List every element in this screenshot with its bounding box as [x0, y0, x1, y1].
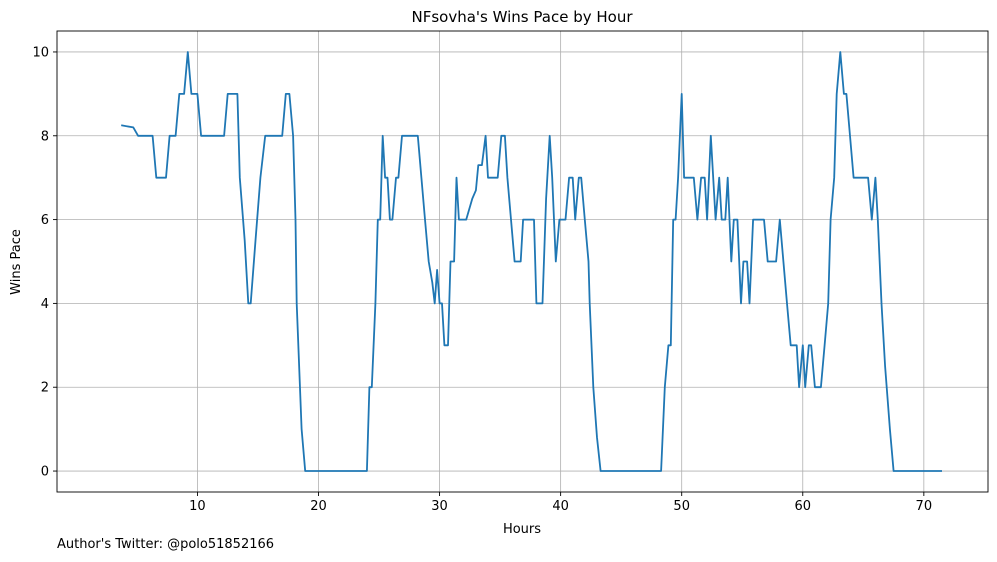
y-tick-label: 0 [41, 465, 49, 480]
y-tick-label: 6 [41, 213, 49, 228]
x-axis-label: Hours [503, 522, 541, 537]
y-tick-label: 10 [32, 45, 49, 60]
x-tick-label: 70 [916, 499, 933, 514]
grid-lines [57, 31, 988, 492]
author-credit: Author's Twitter: @polo51852166 [57, 537, 275, 552]
chart-title: NFsovha's Wins Pace by Hour [412, 8, 634, 26]
plot-frame [56, 30, 989, 493]
y-tick-label: 2 [41, 381, 49, 396]
y-axis-label: Wins Pace [9, 229, 24, 295]
x-tick-label: 60 [794, 499, 811, 514]
y-tick-label: 8 [41, 129, 49, 144]
x-tick-label: 50 [673, 499, 690, 514]
x-tick-label: 10 [189, 499, 206, 514]
x-tick-label: 40 [552, 499, 569, 514]
axes: 10 20 30 40 50 60 70 0 2 4 6 8 10 [32, 30, 989, 514]
x-tick-label: 30 [431, 499, 448, 514]
series-line-wins-pace [121, 51, 942, 472]
y-tick-label: 4 [41, 297, 49, 312]
x-tick-label: 20 [310, 499, 327, 514]
